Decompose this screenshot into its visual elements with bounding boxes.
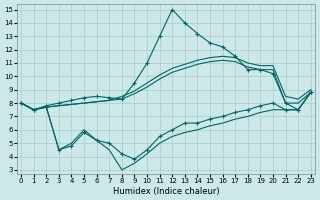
X-axis label: Humidex (Indice chaleur): Humidex (Indice chaleur) (113, 187, 219, 196)
